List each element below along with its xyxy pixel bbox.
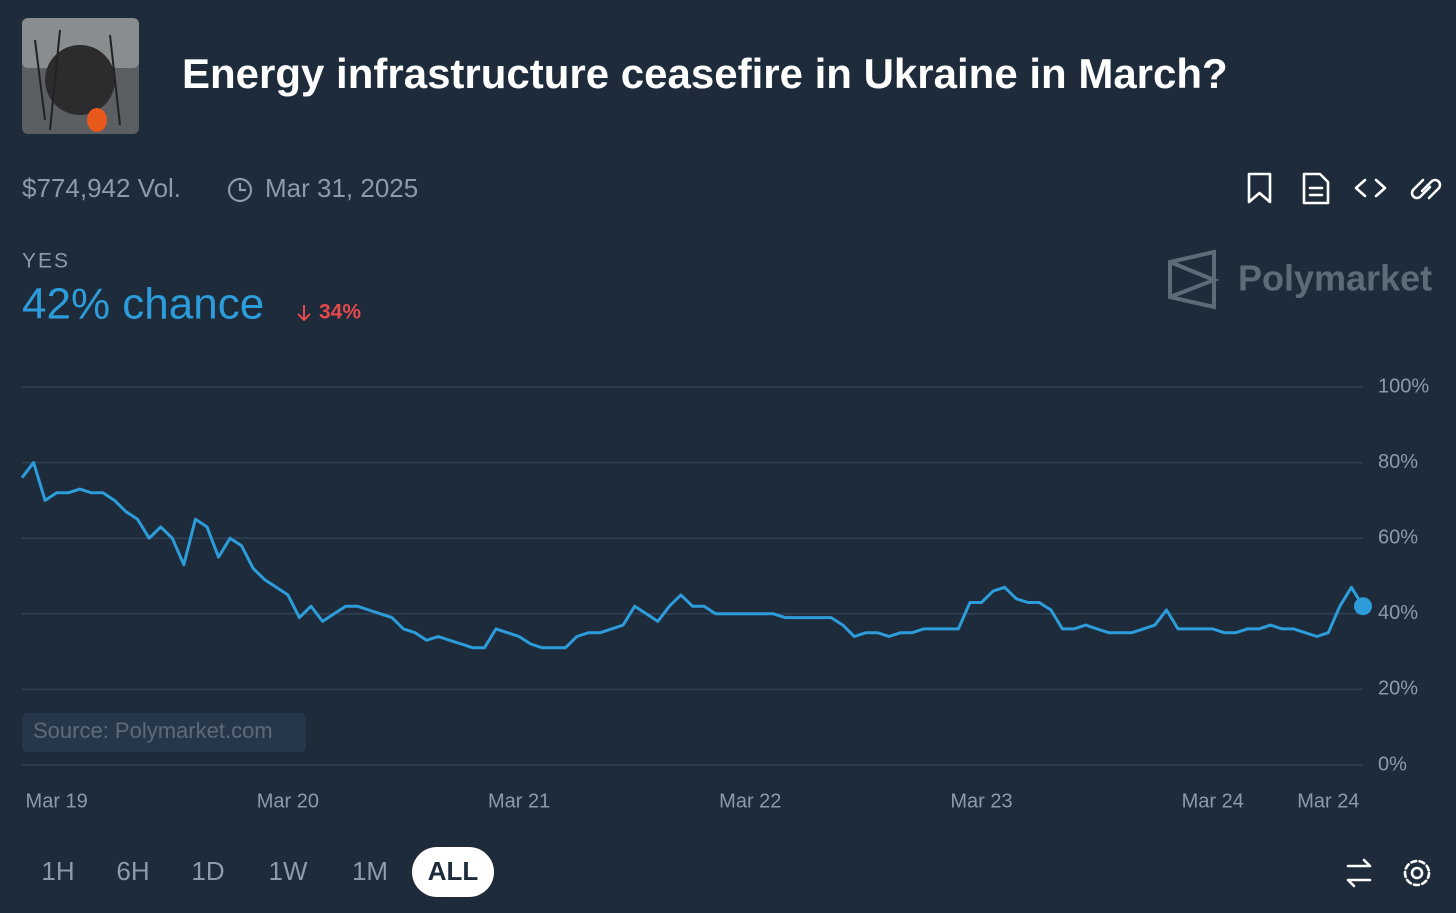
x-tick-label: Mar 22 [719, 790, 781, 812]
brand: Polymarket [1238, 258, 1432, 299]
chance: 42% chance [22, 280, 264, 329]
source-box [22, 713, 306, 752]
thumbnail [22, 18, 139, 134]
x-tick-label: Mar 24 [1182, 790, 1244, 812]
volume: $774,942 Vol. [22, 173, 181, 203]
brand-logo [1168, 249, 1220, 310]
document-icon[interactable] [1302, 172, 1330, 205]
change: 34% [319, 301, 361, 324]
clock-icon [227, 177, 253, 203]
title: Energy infrastructure ceasefire in Ukrai… [182, 50, 1228, 97]
range-button[interactable]: 6H [116, 856, 149, 886]
x-tick-label: Mar 19 [26, 790, 88, 812]
x-tick-label: Mar 23 [950, 790, 1012, 812]
range-button[interactable]: 1H [41, 856, 74, 886]
range-button[interactable]: 1M [352, 856, 388, 886]
range-button[interactable]: 1D [191, 856, 224, 886]
x-tick-label: Mar 24 [1297, 790, 1359, 812]
bookmark-icon[interactable] [1247, 172, 1272, 204]
y-tick-label: 40% [1378, 602, 1418, 624]
outcome-label: YES [22, 250, 70, 273]
line [20, 461, 1365, 650]
y-tick-label: 60% [1378, 526, 1418, 548]
source: Source: Polymarket.com [33, 718, 273, 743]
y-tick-label: 80% [1378, 451, 1418, 473]
link-icon[interactable] [1410, 178, 1442, 200]
swap-icon[interactable] [1346, 858, 1372, 888]
end-dot [1354, 597, 1372, 616]
range-button[interactable]: 1W [269, 856, 308, 886]
x-tick-label: Mar 21 [488, 790, 550, 812]
y-tick-label: 0% [1378, 753, 1407, 775]
down-arrow [297, 305, 311, 322]
end-date: Mar 31, 2025 [265, 173, 418, 203]
embed-icon[interactable] [1354, 178, 1387, 198]
active-range-bg [412, 847, 494, 897]
x-tick-label: Mar 20 [257, 790, 319, 812]
y-tick-label: 20% [1378, 678, 1418, 700]
y-tick-label: 100% [1378, 375, 1429, 397]
settings-icon[interactable] [1403, 859, 1431, 887]
range-button[interactable]: ALL [428, 856, 479, 886]
